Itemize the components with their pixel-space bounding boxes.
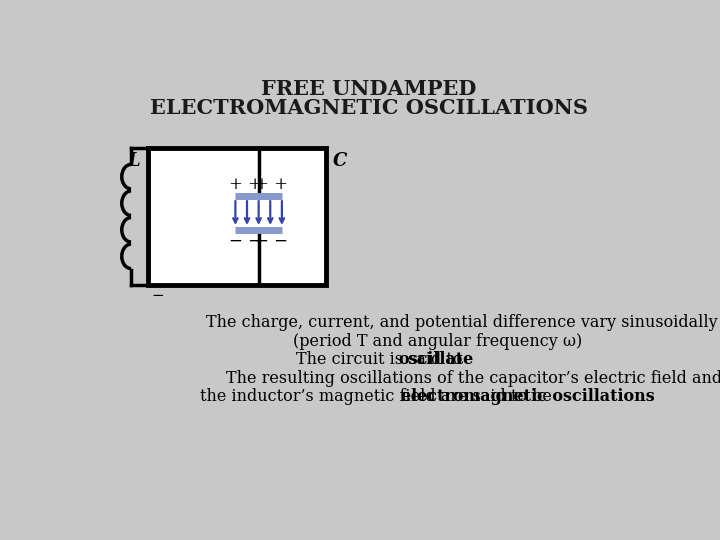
Text: L: L bbox=[128, 152, 140, 170]
Text: + +: + + bbox=[230, 176, 262, 193]
Text: −: − bbox=[151, 288, 164, 303]
Text: The charge, current, and potential difference vary sinusoidally with time: The charge, current, and potential diffe… bbox=[207, 314, 720, 331]
Text: + +: + + bbox=[255, 176, 288, 193]
Text: ELECTROMAGNETIC OSCILLATIONS: ELECTROMAGNETIC OSCILLATIONS bbox=[150, 98, 588, 118]
Text: oscillate: oscillate bbox=[398, 351, 474, 368]
Text: (period T and angular frequency ω): (period T and angular frequency ω) bbox=[293, 333, 582, 350]
Text: − −: − − bbox=[230, 233, 262, 250]
Text: the inductor’s magnetic field are said to be: the inductor’s magnetic field are said t… bbox=[200, 388, 557, 405]
Text: FREE UNDAMPED: FREE UNDAMPED bbox=[261, 79, 477, 99]
Text: C: C bbox=[333, 152, 348, 170]
Text: The resulting oscillations of the capacitor’s electric field and: The resulting oscillations of the capaci… bbox=[226, 370, 720, 387]
Bar bbox=[148, 148, 326, 285]
Text: The circuit is said to: The circuit is said to bbox=[296, 351, 467, 368]
Text: − −: − − bbox=[255, 233, 288, 250]
Text: electromagnetic oscillations: electromagnetic oscillations bbox=[400, 388, 654, 405]
